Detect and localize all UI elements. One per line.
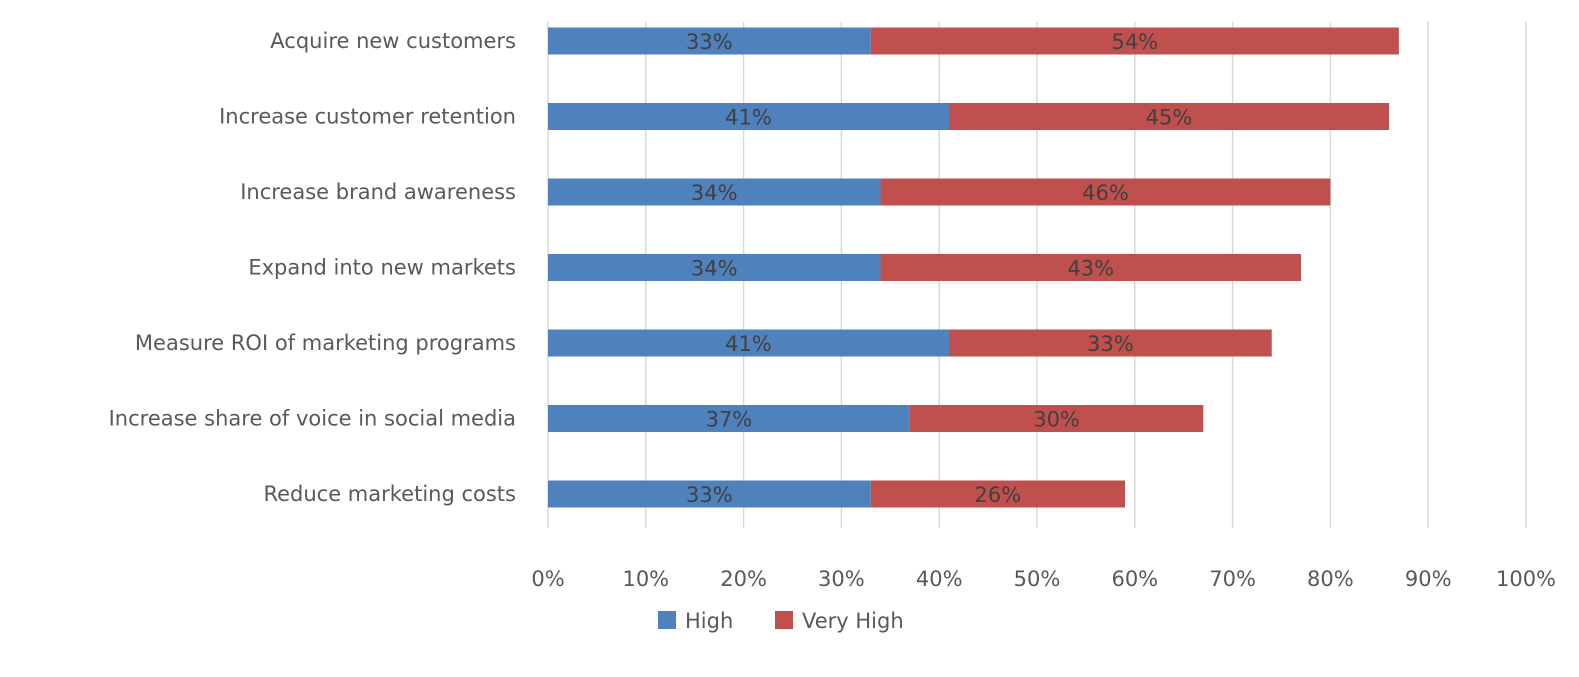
x-tick-label-5: 50% [1014,567,1061,591]
bar-very-high-4 [948,329,1272,357]
data-label-high-5: 37% [706,408,753,432]
bar-very-high-1 [948,103,1390,130]
category-label-6: Reduce marketing costs [263,482,516,506]
category-label-5: Increase share of voice in social media [109,407,516,431]
x-tick-label-2: 20% [720,567,767,591]
legend: High Very High [658,609,904,633]
data-label-high-6: 33% [686,483,733,507]
data-label-high-2: 34% [691,181,738,205]
legend-label-high: High [685,609,733,633]
bar-very-high-3 [880,254,1302,281]
bar-high-4 [548,329,949,357]
bar-very-high-6 [870,480,1126,508]
data-label-high-0: 33% [686,30,733,54]
category-label-2: Increase brand awareness [240,180,516,204]
x-tick-label-6: 60% [1111,567,1158,591]
x-tick-label-1: 10% [622,567,669,591]
data-label-very-high-3: 43% [1067,257,1114,281]
bar-high-0 [548,27,871,55]
data-label-very-high-4: 33% [1087,332,1134,356]
data-label-high-3: 34% [691,257,738,281]
x-tick-label-0: 0% [531,567,564,591]
bar-high-5 [548,405,910,432]
data-label-very-high-0: 54% [1111,30,1158,54]
bar-high-2 [548,178,881,206]
x-tick-label-7: 70% [1209,567,1256,591]
data-label-very-high-2: 46% [1082,181,1129,205]
bars [548,27,1399,508]
data-label-very-high-1: 45% [1146,106,1193,130]
x-tick-label-3: 30% [818,567,865,591]
bar-high-1 [548,103,949,130]
legend-swatch-high [658,611,676,629]
legend-swatch-very-high [775,611,793,629]
bar-high-3 [548,254,881,281]
data-label-high-4: 41% [725,332,772,356]
bar-very-high-0 [870,27,1399,55]
category-label-1: Increase customer retention [219,105,516,129]
legend-label-very-high: Very High [802,609,904,633]
data-label-high-1: 41% [725,106,772,130]
bar-high-6 [548,480,871,508]
x-tick-label-8: 80% [1307,567,1354,591]
category-labels: Acquire new customers Increase customer r… [109,29,516,506]
bar-very-high-2 [880,178,1331,206]
x-axis-tick-labels: 0% 10% 20% 30% 40% 50% 60% 70% 80% 90% 100% [531,567,1556,591]
category-label-3: Expand into new markets [248,256,516,280]
x-tick-label-4: 40% [916,567,963,591]
data-label-very-high-6: 26% [975,483,1022,507]
x-tick-label-9: 90% [1405,567,1452,591]
data-label-very-high-5: 30% [1033,408,1080,432]
category-label-4: Measure ROI of marketing programs [135,331,516,355]
data-labels: 33% 54% 41% 45% 34% 46% 34% 43% 41% 33% 37% 30% 33% 2… [686,30,1192,507]
category-label-0: Acquire new customers [270,29,516,53]
bar-very-high-5 [909,405,1204,432]
x-tick-label-10: 100% [1496,567,1556,591]
